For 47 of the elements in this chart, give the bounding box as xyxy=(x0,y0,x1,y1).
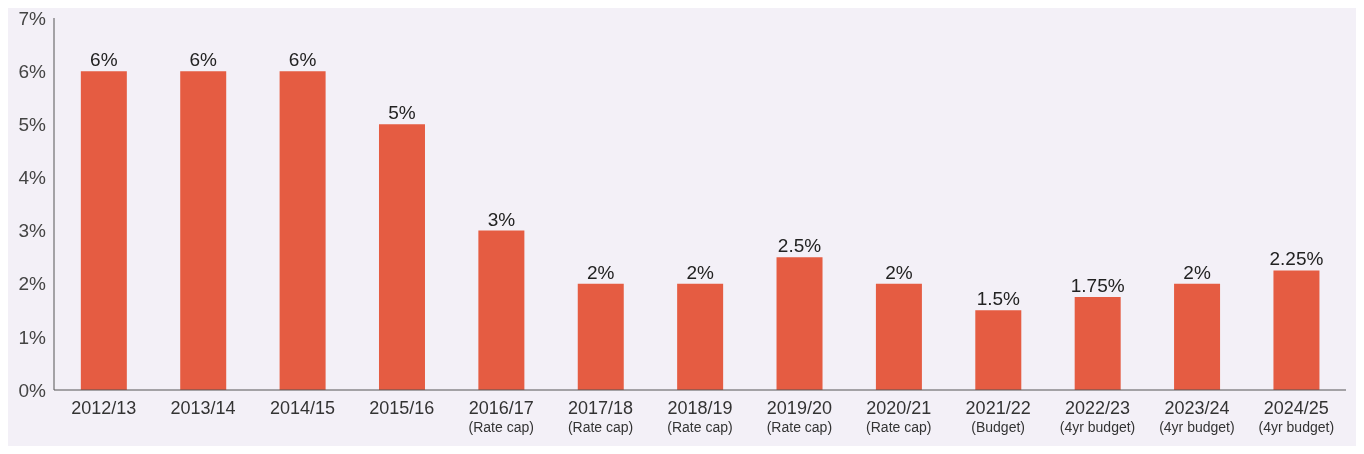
x-tick-label: 2023/24 (4yr budget) xyxy=(1159,398,1235,435)
bar xyxy=(776,257,823,390)
data-label: 2.5% xyxy=(777,235,822,257)
x-tick-label: 2012/13 xyxy=(71,398,137,418)
y-tick-label: 6% xyxy=(18,60,47,82)
bar xyxy=(378,124,425,390)
y-tick-label: 7% xyxy=(18,7,47,29)
bar xyxy=(80,71,127,390)
data-label: 1.5% xyxy=(976,288,1021,310)
bar xyxy=(180,71,227,390)
bar xyxy=(577,283,624,390)
x-tick-label: 2021/22 (Budget) xyxy=(965,398,1031,435)
y-tick-label: 5% xyxy=(18,114,47,136)
x-tick-label: 2013/14 xyxy=(170,398,236,418)
bar xyxy=(875,283,922,390)
bar xyxy=(677,283,724,390)
data-label: 2% xyxy=(1183,261,1211,283)
data-label: 3% xyxy=(487,208,516,230)
y-tick-label: 4% xyxy=(18,167,47,189)
y-tick-label: 0% xyxy=(18,379,47,401)
data-label: 5% xyxy=(388,102,416,124)
bar xyxy=(1174,283,1221,390)
data-label: 2.25% xyxy=(1269,248,1324,270)
y-tick-label: 1% xyxy=(18,326,47,348)
data-label: 6% xyxy=(288,49,317,71)
x-tick-label: 2017/18 (Rate cap) xyxy=(567,398,634,435)
y-tick-label: 2% xyxy=(18,273,47,295)
bar xyxy=(1273,270,1320,390)
data-label: 6% xyxy=(90,49,118,71)
y-tick-label: 3% xyxy=(18,220,47,242)
x-tick-label: 2014/15 xyxy=(269,398,335,418)
data-label: 2% xyxy=(885,261,913,283)
data-label: 6% xyxy=(189,49,218,71)
bar xyxy=(975,310,1022,390)
x-tick-label: 2020/21 (Rate cap) xyxy=(866,398,932,435)
x-tick-label: 2016/17 (Rate cap) xyxy=(468,398,534,435)
x-tick-label: 2015/16 xyxy=(369,398,435,418)
data-label: 2% xyxy=(686,261,714,283)
bar xyxy=(478,230,525,390)
data-label: 2% xyxy=(587,261,615,283)
x-tick-label: 2024/25 (4yr budget) xyxy=(1258,398,1335,435)
bar xyxy=(279,71,326,390)
data-label: 1.75% xyxy=(1070,275,1125,296)
x-tick-label: 2022/23 (4yr budget) xyxy=(1059,398,1136,435)
x-tick-label: 2018/19 (Rate cap) xyxy=(667,398,733,435)
x-tick-label: 2019/20 (Rate cap) xyxy=(766,398,833,435)
bar xyxy=(1074,297,1121,390)
